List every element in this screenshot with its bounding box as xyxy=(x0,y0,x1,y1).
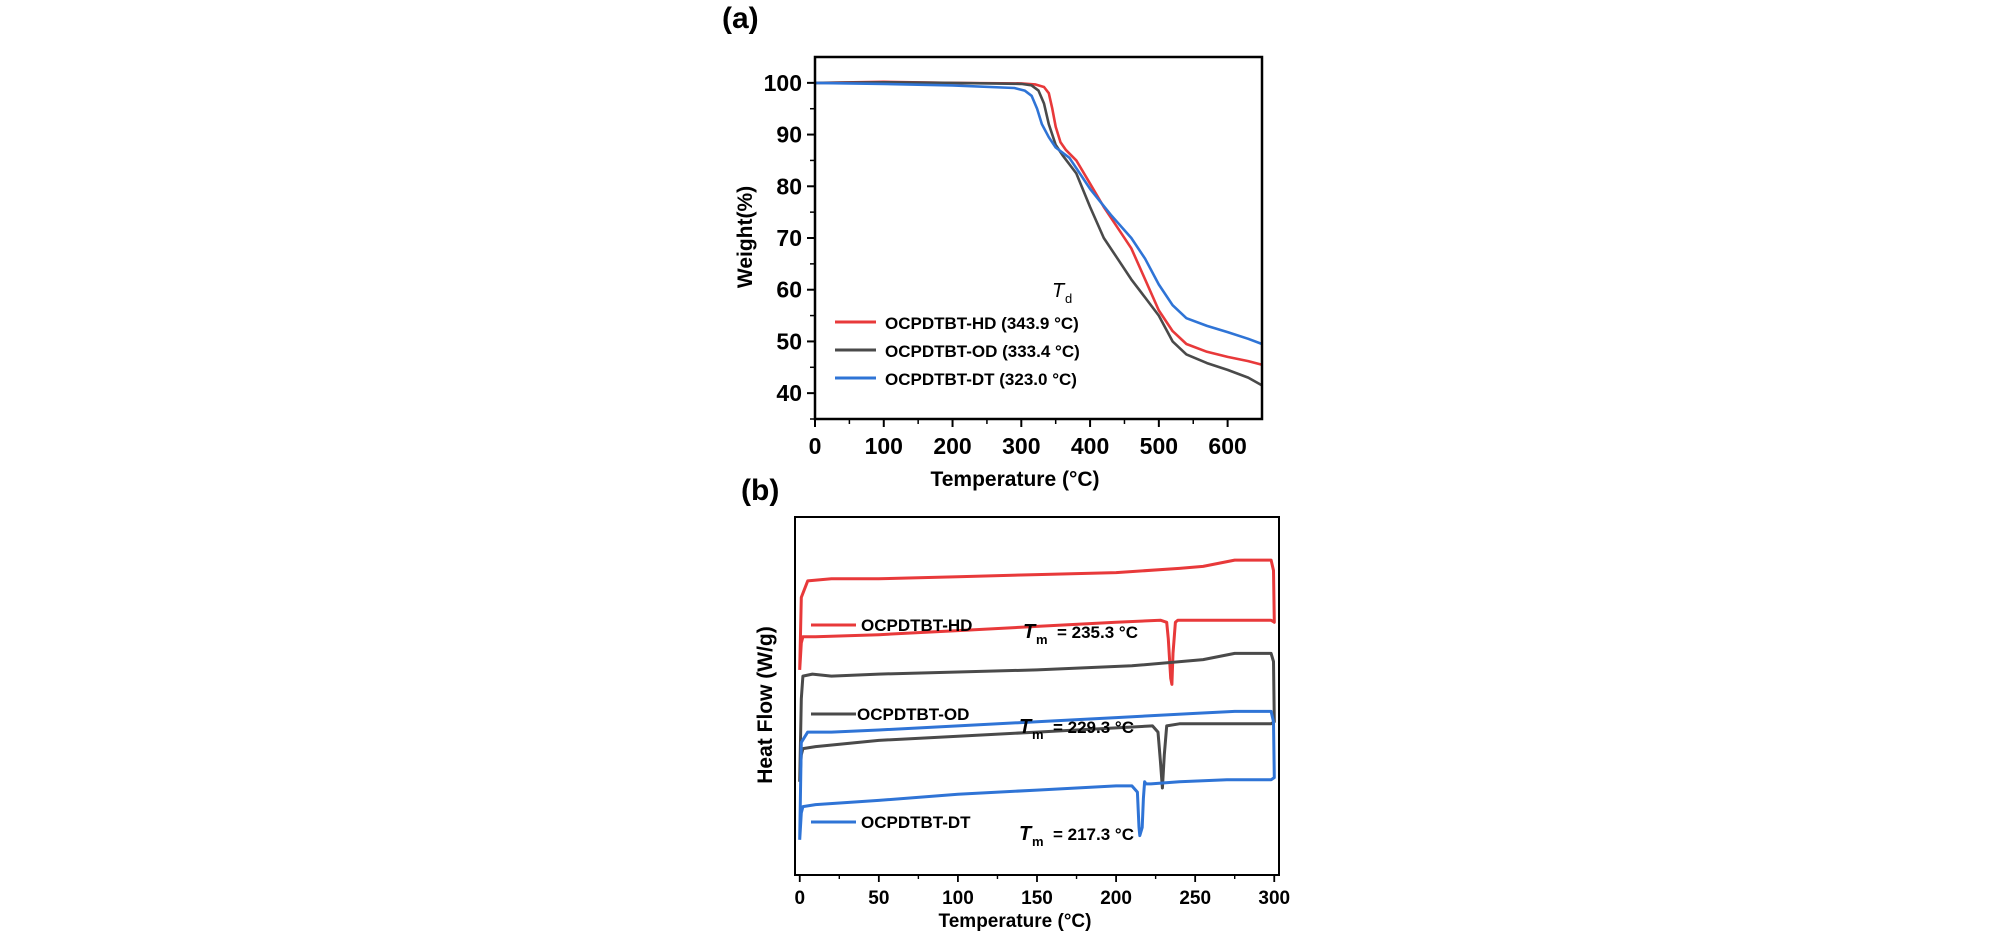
y-tick-label: 60 xyxy=(776,277,802,303)
y-tick-label: 90 xyxy=(776,122,802,148)
panel-a-tga-chart: (a) 0 100 200 300 400 500 600 405060708090100 … xyxy=(722,2,1264,491)
x-tick-label: 600 xyxy=(1208,433,1246,459)
tga-curve-ocpdtbt-od xyxy=(814,81,1263,387)
tm-annotation-subscript-ocpdtbt-dt: m xyxy=(1032,834,1044,849)
legend-entry-ocpdtbt-hd: OCPDTBT-HD xyxy=(861,616,972,635)
y-tick-label: 50 xyxy=(776,328,802,354)
panel-a-y-axis-label: Weight(%) xyxy=(734,186,757,288)
x-tick-label: 100 xyxy=(942,888,974,909)
legend-entry-ocpdtbt-hd: OCPDTBT-HD (343.9 °C) xyxy=(885,314,1079,333)
x-tick-label: 0 xyxy=(809,433,822,459)
legend-entry-ocpdtbt-od: OCPDTBT-OD xyxy=(857,705,969,724)
panel-b-x-axis-label: Temperature (°C) xyxy=(939,911,1092,932)
panel-a-label: (a) xyxy=(722,2,759,35)
legend-entry-ocpdtbt-dt: OCPDTBT-DT (323.0 °C) xyxy=(885,370,1077,389)
panel-a-x-axis-label: Temperature (°C) xyxy=(930,468,1099,491)
panel-b-y-axis-label: Heat Flow (W/g) xyxy=(754,626,777,783)
legend-entry-ocpdtbt-dt: OCPDTBT-DT xyxy=(861,813,971,832)
dsc-curve-ocpdtbt-dt xyxy=(798,709,1276,840)
tm-annotation-subscript-ocpdtbt-hd: m xyxy=(1036,632,1048,647)
dsc-curve-ocpdtbt-hd xyxy=(798,558,1276,686)
panel-a-x-ticks: 0 100 200 300 400 500 600 xyxy=(809,419,1247,459)
x-tick-label: 300 xyxy=(1258,888,1290,909)
y-tick-label: 70 xyxy=(776,225,802,251)
panel-a-legend: T d OCPDTBT-HD (343.9 °C) OCPDTBT-OD (333… xyxy=(835,280,1080,389)
x-tick-label: 250 xyxy=(1179,888,1211,909)
panel-a-y-ticks: 40 50 60 70 80 90 100 xyxy=(764,70,815,420)
panel-a-series-group xyxy=(814,80,1263,387)
y-tick-label: 100 xyxy=(764,70,802,96)
x-tick-label: 200 xyxy=(933,433,971,459)
tm-annotation-value-ocpdtbt-dt: = 217.3 °C xyxy=(1053,825,1134,844)
x-tick-label: 150 xyxy=(1021,888,1053,909)
tm-annotation-value-ocpdtbt-hd: = 235.3 °C xyxy=(1057,623,1138,642)
x-tick-label: 200 xyxy=(1100,888,1132,909)
tga-curve-ocpdtbt-dt xyxy=(814,81,1263,346)
legend-entry-ocpdtbt-od: OCPDTBT-OD (333.4 °C) xyxy=(885,342,1080,361)
x-tick-label: 500 xyxy=(1140,433,1178,459)
tm-annotation-symbol-ocpdtbt-od: T xyxy=(1019,716,1033,738)
dsc-curve-ocpdtbt-od xyxy=(798,651,1276,790)
legend-title-T: T xyxy=(1052,280,1066,302)
y-tick-label: 40 xyxy=(776,380,802,406)
panel-b-x-ticks: 0 50 100 150 200 250 300 xyxy=(794,875,1290,909)
panel-b-label: (b) xyxy=(741,474,779,507)
x-tick-label: 0 xyxy=(794,888,805,909)
tm-annotation-symbol-ocpdtbt-hd: T xyxy=(1023,621,1037,643)
tm-annotation-value-ocpdtbt-od: = 229.3 °C xyxy=(1053,718,1134,737)
legend-title-subscript: d xyxy=(1065,291,1072,306)
panel-b-series-group xyxy=(798,558,1276,840)
x-tick-label: 300 xyxy=(1002,433,1040,459)
x-tick-label: 50 xyxy=(868,888,889,909)
tm-annotation-subscript-ocpdtbt-od: m xyxy=(1032,727,1044,742)
tga-curve-ocpdtbt-hd xyxy=(814,80,1263,366)
x-tick-label: 400 xyxy=(1071,433,1109,459)
y-tick-label: 80 xyxy=(776,173,802,199)
tm-annotation-symbol-ocpdtbt-dt: T xyxy=(1019,823,1033,845)
x-tick-label: 100 xyxy=(865,433,903,459)
